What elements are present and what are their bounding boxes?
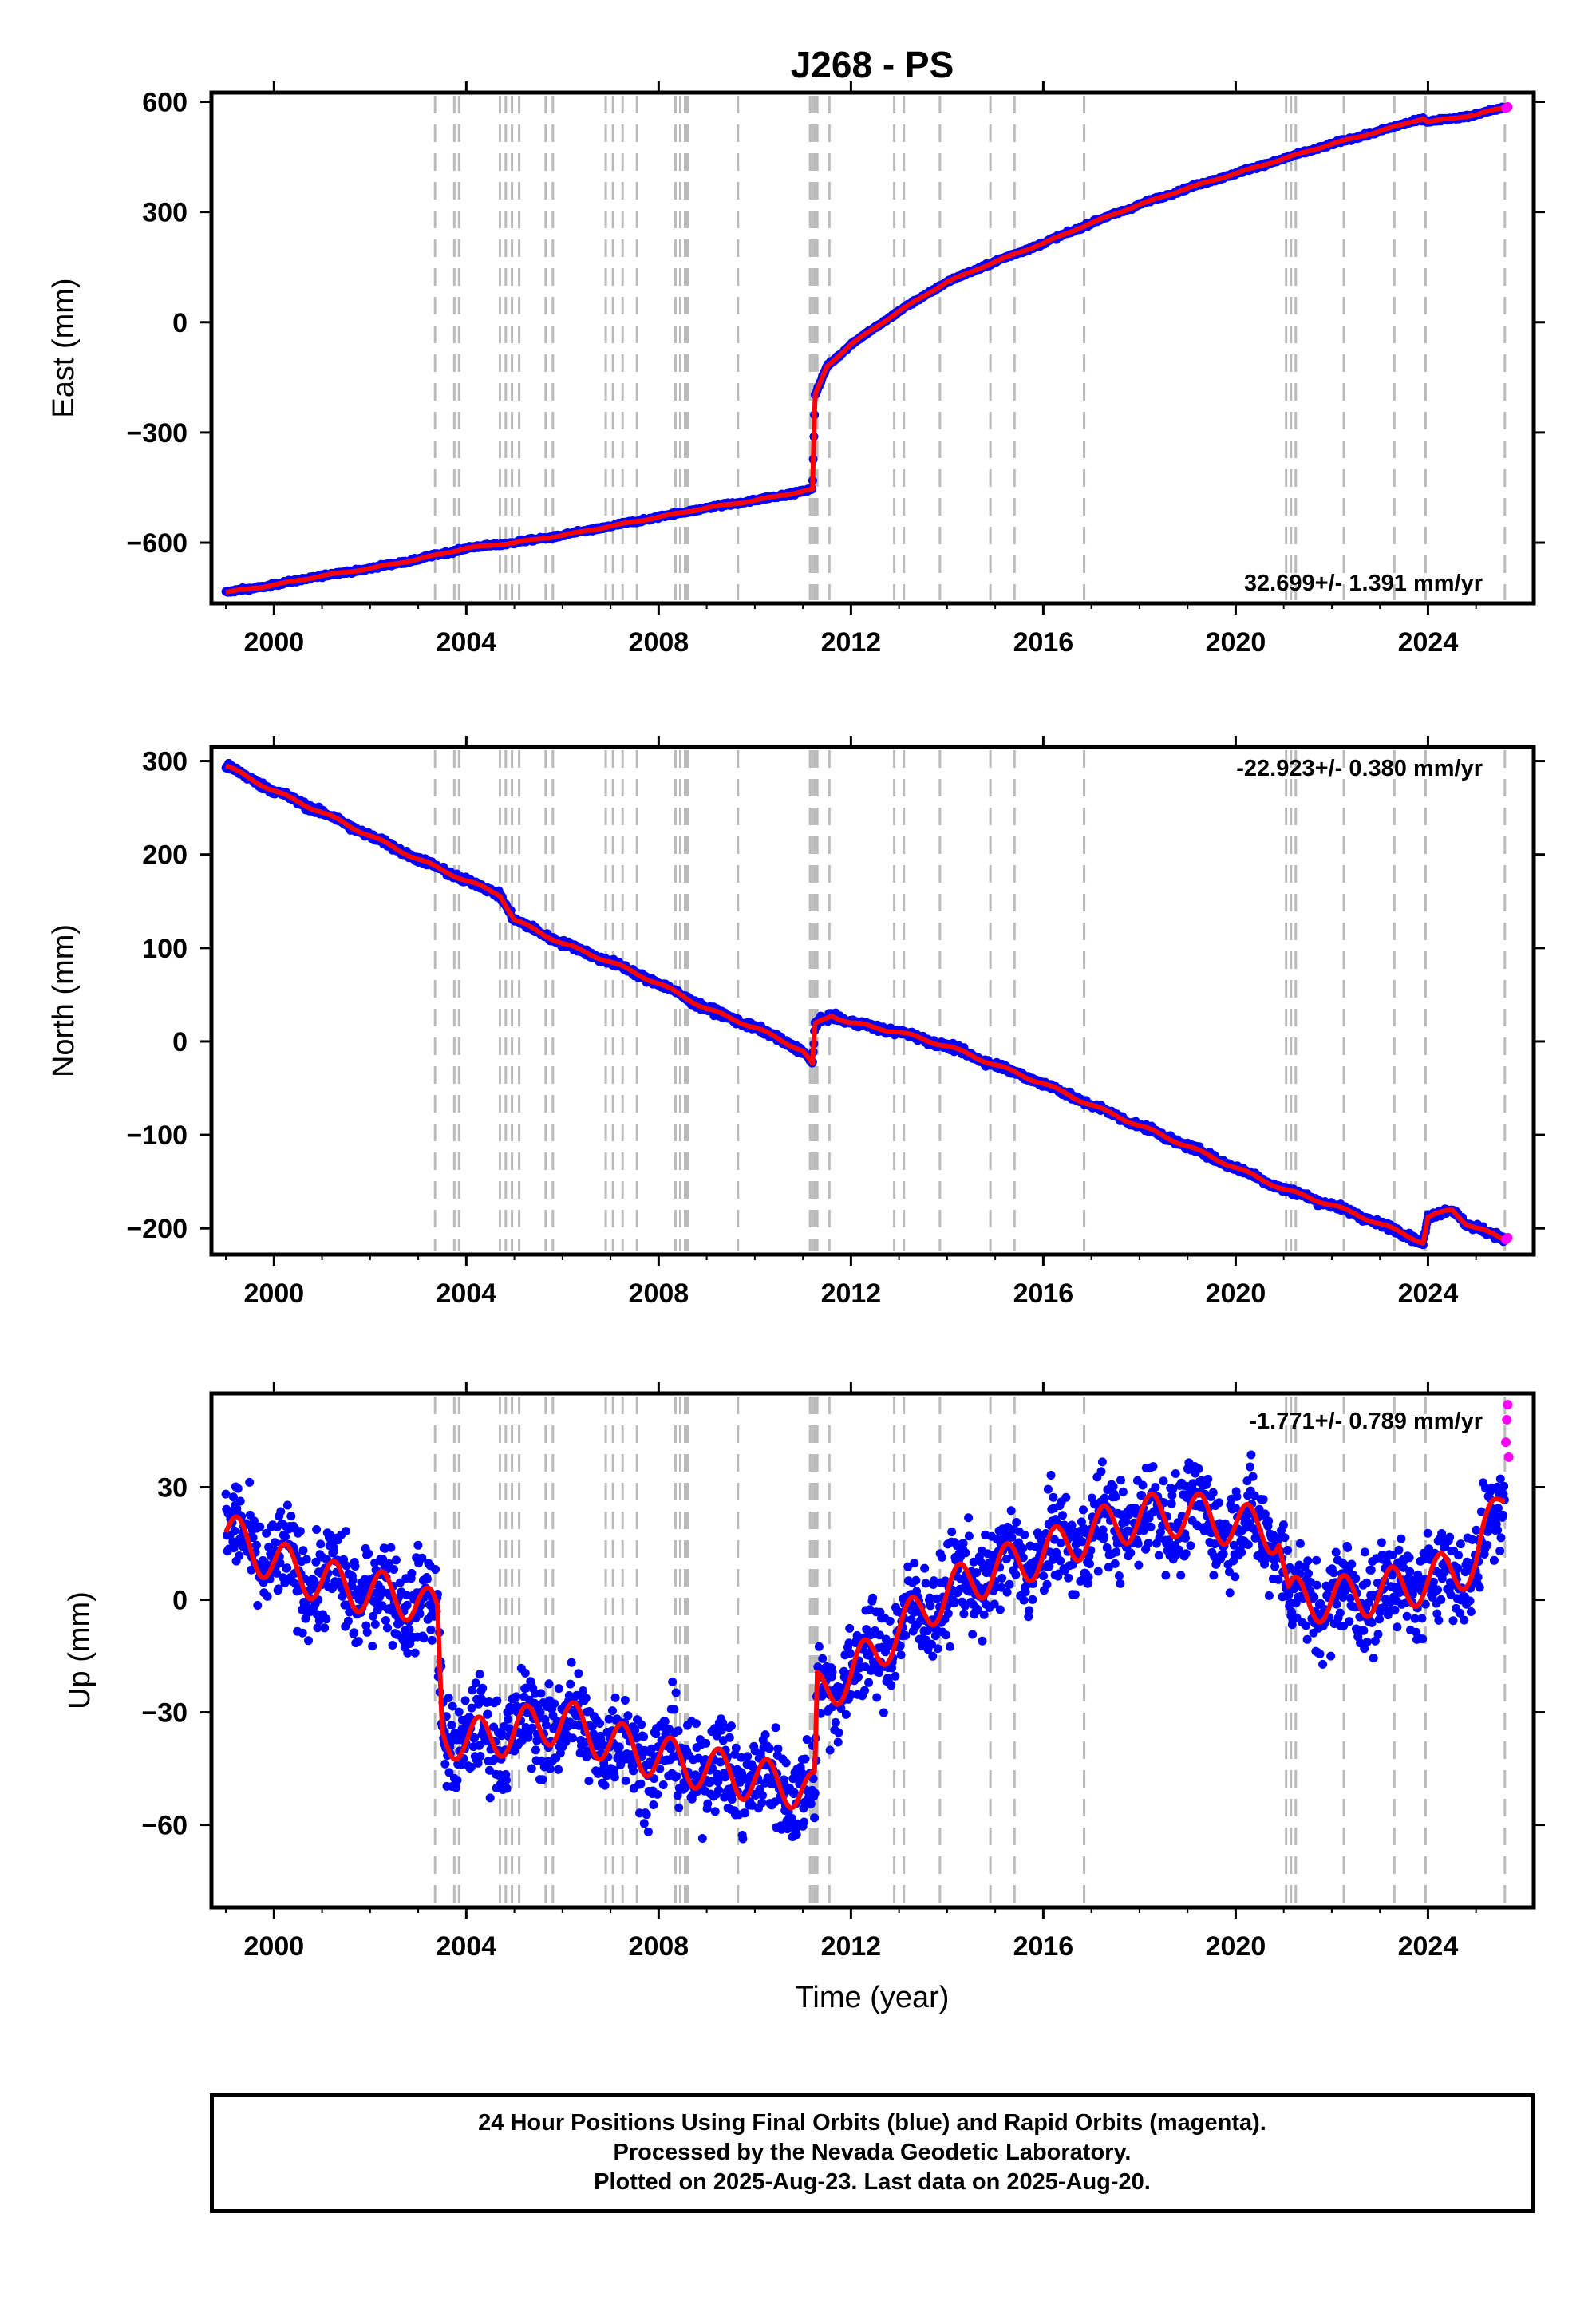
x-tick-label: 2008 (629, 627, 689, 658)
x-tick-label: 2012 (821, 627, 882, 658)
y-tick-label: −100 (126, 1120, 188, 1151)
y-axis-label: East (mm) (47, 278, 81, 417)
final-point (350, 1628, 359, 1638)
final-point (263, 1591, 272, 1601)
model-fit-line (224, 105, 1507, 595)
north-panel: 2000 2004 2008 2012 2016 2020 2024 300 200 100 0 −1… (47, 736, 1545, 1309)
plot-frame (209, 745, 1536, 1257)
final-point (304, 1636, 313, 1646)
y-tick-label: 200 (142, 840, 188, 871)
x-tick-label: 2024 (1398, 627, 1459, 658)
y-axis-label: North (mm) (47, 924, 81, 1077)
x-tick-label: 2016 (1013, 1279, 1074, 1309)
x-tick-label: 2020 (1206, 627, 1266, 658)
y-tick-label: 0 (172, 308, 188, 338)
final-point (245, 1477, 255, 1487)
y-tick-label: 0 (172, 1027, 188, 1057)
final-point (282, 1563, 292, 1573)
x-tick-label: 2020 (1206, 1279, 1266, 1309)
final-point (235, 1496, 245, 1506)
final-point (383, 1623, 392, 1633)
final-point (381, 1616, 390, 1625)
final-point (343, 1616, 353, 1626)
final-point (389, 1565, 398, 1574)
final-point (329, 1547, 338, 1556)
final-point (350, 1562, 360, 1571)
final-point (233, 1484, 243, 1493)
final-point (316, 1539, 326, 1549)
x-tick-label: 2004 (437, 627, 497, 658)
y-tick-label: 300 (142, 747, 188, 777)
x-tick-label: 2012 (821, 1279, 882, 1309)
final-point (368, 1642, 377, 1651)
x-tick-label: 2008 (629, 1279, 689, 1309)
final-point (295, 1527, 305, 1536)
x-tick-label: 2004 (437, 1279, 497, 1309)
final-point (364, 1549, 373, 1559)
x-tick-label: 2000 (244, 627, 305, 658)
x-tick-label: 2000 (244, 1279, 305, 1309)
final-point (370, 1619, 380, 1629)
chart-title: J268 - PS (791, 44, 954, 85)
final-point (386, 1543, 396, 1552)
final-point (348, 1575, 358, 1585)
velocity-annotation: -22.923+/- 0.380 mm/yr (1236, 756, 1483, 781)
final-point (230, 1526, 239, 1535)
final-orbit-points (221, 1450, 1509, 1844)
final-point (320, 1623, 330, 1633)
final-point (286, 1512, 296, 1521)
final-point (312, 1525, 322, 1534)
final-point (362, 1627, 372, 1637)
final-orbit-points (221, 102, 1509, 597)
final-point (342, 1561, 351, 1571)
rapid-point (1503, 101, 1513, 112)
final-point (298, 1546, 308, 1555)
final-point (221, 1489, 231, 1499)
final-point (253, 1601, 263, 1610)
y-tick-label: −200 (126, 1214, 188, 1244)
y-tick-label: −600 (126, 528, 188, 559)
final-point (322, 1614, 331, 1624)
final-point (281, 1532, 290, 1542)
rapid-point (1503, 1232, 1513, 1243)
final-point (235, 1551, 244, 1560)
final-point (276, 1507, 286, 1516)
y-tick-label: 300 (142, 198, 188, 228)
y-tick-label: 600 (142, 88, 188, 118)
x-tick-label: 2024 (1398, 1279, 1459, 1309)
plot-frame (209, 90, 1536, 606)
final-point (251, 1540, 261, 1550)
x-tick-label: 2016 (1013, 627, 1074, 658)
y-tick-label: −300 (126, 418, 188, 449)
model-fit-line (224, 763, 1507, 1246)
y-tick-label: 100 (142, 934, 188, 964)
final-point (255, 1522, 265, 1531)
final-orbit-points (221, 758, 1509, 1250)
final-point (388, 1641, 397, 1650)
final-point (282, 1500, 292, 1510)
final-point (354, 1637, 363, 1646)
east-panel: 2000 2004 2008 2012 2016 2020 2024 600 300 0 −300 −… (47, 81, 1545, 658)
final-point (298, 1628, 307, 1638)
final-point (302, 1555, 311, 1564)
up-panel: 2000 2004 2008 2012 2016 2020 2024300−30−60Up … (63, 1382, 1545, 1962)
final-point (342, 1527, 350, 1536)
final-point (391, 1555, 401, 1565)
velocity-annotation: 32.699+/- 1.391 mm/yr (1244, 571, 1483, 596)
